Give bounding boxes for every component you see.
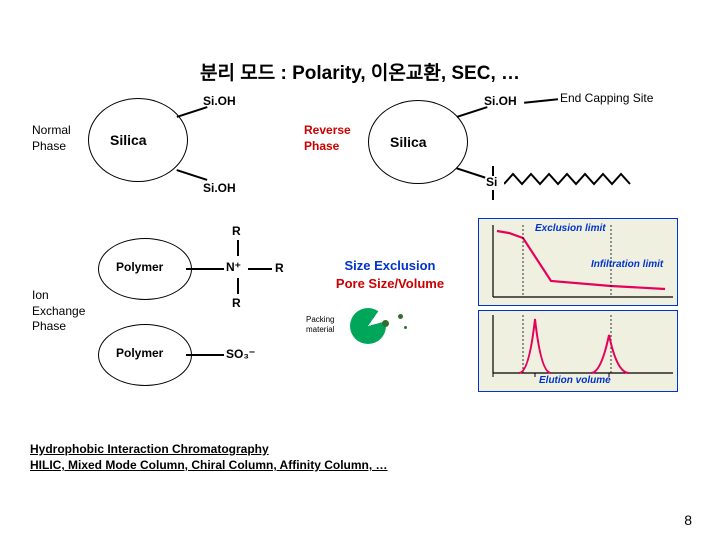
- footer-line-2: HILIC, Mixed Mode Column, Chiral Column,…: [30, 458, 388, 472]
- end-cap-label: End Capping Site: [560, 91, 653, 105]
- sec-label-2: Pore Size/Volume: [320, 276, 460, 291]
- sioh-bottom: Si.OH: [203, 181, 236, 195]
- sioh-line-2: [457, 106, 488, 117]
- slide-title: 분리 모드 : Polarity, 이온교환, SEC, …: [0, 58, 720, 85]
- elution-volume-label: Elution volume: [539, 375, 611, 386]
- si-atom: Si: [486, 175, 497, 189]
- analyte-dot-3: [404, 326, 407, 329]
- footer-line-1: Hydrophobic Interaction Chromatography: [30, 442, 269, 456]
- r-top: R: [232, 224, 241, 238]
- r-right: R: [275, 261, 284, 275]
- analyte-dot-1: [382, 320, 389, 327]
- r-bottom: R: [232, 296, 241, 310]
- alkyl-chain-icon: [504, 170, 644, 191]
- polymer2-bond: [186, 354, 224, 356]
- infiltration-limit-label: Infiltration limit: [591, 259, 663, 270]
- reverse-phase-label: Reverse Phase: [304, 123, 351, 154]
- endcap-line: [524, 98, 558, 103]
- polymer1-bond: [186, 268, 224, 270]
- si-connect-line: [457, 167, 486, 178]
- page-number: 8: [684, 512, 692, 528]
- packing-text-1: Packing: [306, 316, 334, 325]
- sioh-2: Si.OH: [484, 94, 517, 108]
- normal-phase-label: Normal Phase: [32, 123, 71, 154]
- silica-label-2: Silica: [390, 134, 427, 150]
- r-top-bond: [237, 240, 239, 256]
- analyte-dot-2: [398, 314, 403, 319]
- packing-text-2: material: [306, 326, 334, 335]
- ion-exchange-label: Ion Exchange Phase: [32, 288, 85, 335]
- polymer-label-1: Polymer: [116, 260, 163, 274]
- r-right-bond: [248, 268, 272, 270]
- r-bottom-bond: [237, 278, 239, 294]
- si-bond-bottom: [492, 190, 494, 200]
- sioh-line-bottom: [177, 169, 208, 180]
- sec-chart-bottom: Elution volume: [478, 310, 678, 392]
- sec-label-1: Size Exclusion: [320, 258, 460, 273]
- so3: SO₃⁻: [226, 347, 255, 361]
- packing-material-icon: [350, 308, 386, 344]
- sioh-top: Si.OH: [203, 94, 236, 108]
- sec-chart-top: Exclusion limit Infiltration limit: [478, 218, 678, 306]
- silica-label-1: Silica: [110, 132, 147, 148]
- polymer-label-2: Polymer: [116, 346, 163, 360]
- n-plus: N⁺: [226, 260, 241, 274]
- exclusion-limit-label: Exclusion limit: [535, 223, 606, 234]
